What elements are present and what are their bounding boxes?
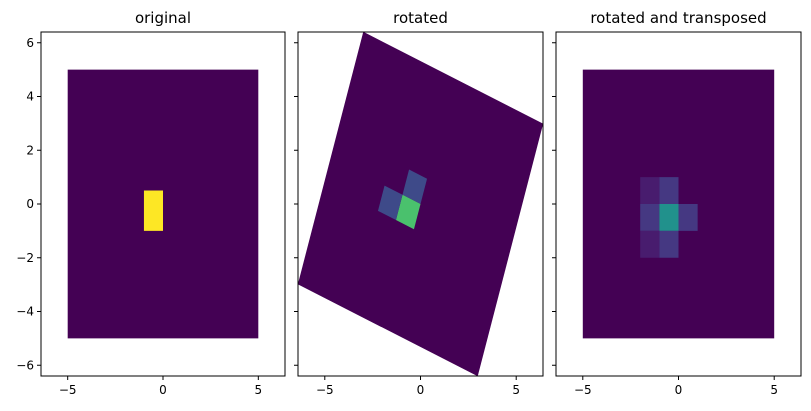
x-tick-label: 5 <box>254 383 262 397</box>
heatmap-cell <box>659 230 679 258</box>
x-tick-label: −5 <box>316 383 334 397</box>
heatmap-cell <box>640 230 660 258</box>
image-background <box>298 32 543 376</box>
y-tick-label: −2 <box>16 251 34 265</box>
panel-2: −5 0 5 rotated <box>294 9 544 397</box>
y-tick-label: 6 <box>26 36 34 50</box>
plot-area-1 <box>67 69 259 339</box>
panel-3: −5 0 5 rotated and transposed <box>552 9 802 397</box>
x-tick-label: 0 <box>159 383 167 397</box>
chart-title: original <box>135 9 191 27</box>
heatmap-cell <box>377 185 403 221</box>
heatmap-cell <box>143 190 163 231</box>
x-tick-label: −5 <box>574 383 592 397</box>
x-tick-label: 5 <box>512 383 520 397</box>
x-tick-label: 0 <box>417 383 425 397</box>
x-tick-label: −5 <box>59 383 77 397</box>
heatmap-cell <box>659 177 679 204</box>
heatmap-cell <box>640 204 660 231</box>
plot-area-2 <box>298 32 543 376</box>
heatmap-cell <box>659 204 679 231</box>
panel-1: −5 0 5 −6 −4 −2 0 2 4 6 original <box>16 9 286 397</box>
plot-area-3 <box>582 69 775 339</box>
heatmap-cell <box>640 177 660 204</box>
y-tick-label: 0 <box>26 197 34 211</box>
heatmap-cell <box>395 194 421 230</box>
heatmap-cell <box>402 169 428 204</box>
y-tick-label: 4 <box>26 90 34 104</box>
y-tick-label: 2 <box>26 143 34 157</box>
heatmap-cell <box>678 204 698 231</box>
chart-title: rotated <box>393 9 448 27</box>
x-tick-label: 0 <box>675 383 683 397</box>
chart-title: rotated and transposed <box>590 9 766 27</box>
x-tick-label: 5 <box>770 383 778 397</box>
y-tick-label: −6 <box>16 358 34 372</box>
y-tick-label: −4 <box>16 305 34 319</box>
